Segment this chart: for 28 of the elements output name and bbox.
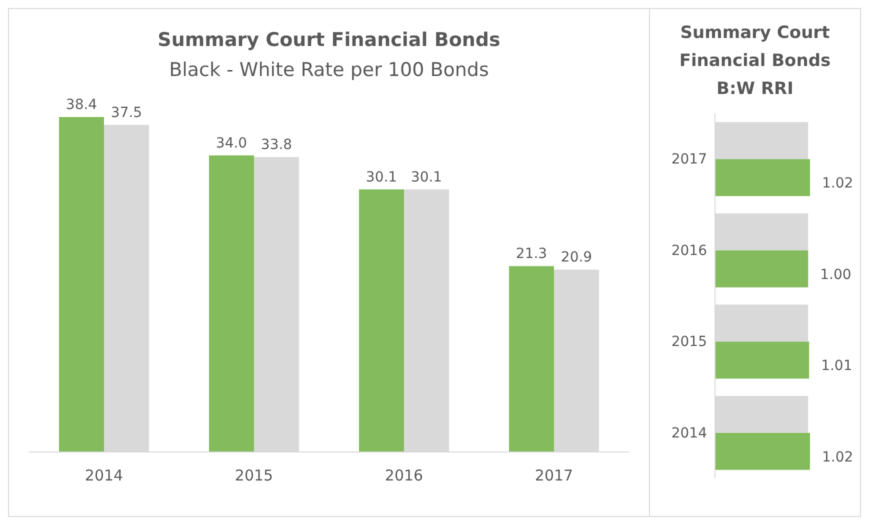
chart-title: Summary Court Financial Bonds <box>158 29 500 51</box>
x-tick-label: 2014 <box>84 466 124 485</box>
data-label: 1.02 <box>822 449 854 466</box>
chart-subtitle: Black - White Rate per 100 Bonds <box>168 58 490 83</box>
y-tick-label: 2017 <box>671 152 707 168</box>
data-label: 30.1 <box>410 169 442 186</box>
y-tick-label: 2015 <box>671 334 707 350</box>
chart-subtitle: B:W RRI <box>716 78 794 101</box>
bar <box>359 189 404 452</box>
data-label: 21.3 <box>516 246 548 262</box>
y-tick-label: 2014 <box>671 425 708 442</box>
data-label: 1.02 <box>822 176 854 192</box>
data-label: 37.5 <box>110 104 142 121</box>
bar <box>509 266 554 452</box>
bar <box>59 117 104 452</box>
bar <box>209 155 254 452</box>
x-tick-label: 2017 <box>534 466 574 485</box>
data-label: 1.00 <box>820 266 852 283</box>
data-label: 34.0 <box>216 135 248 152</box>
data-label: 38.4 <box>66 97 98 113</box>
x-tick-label: 2016 <box>384 466 424 485</box>
data-label: 1.01 <box>821 358 852 374</box>
data-label: 20.9 <box>560 250 592 266</box>
y-tick-label: 2016 <box>671 242 708 259</box>
chart-title: Summary Court Financial Bonds <box>679 23 831 71</box>
data-label: 30.1 <box>366 169 398 186</box>
data-label: 33.8 <box>260 137 292 154</box>
x-tick-label: 2015 <box>234 466 274 485</box>
